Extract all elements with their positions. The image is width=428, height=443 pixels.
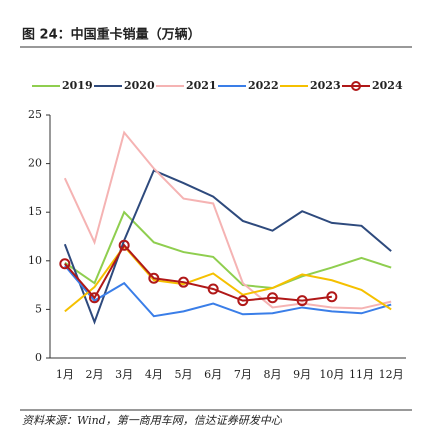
series-line (63, 169, 392, 325)
series-line (64, 244, 392, 313)
x-tick-label: 9月 (293, 368, 311, 381)
x-tick-label: 4月 (145, 368, 163, 381)
y-tick-label: 0 (35, 351, 42, 364)
legend-label: 2024 (372, 79, 403, 92)
y-tick-label: 10 (28, 254, 42, 267)
series-line (64, 243, 332, 302)
x-tick-label: 7月 (234, 368, 252, 381)
point (237, 295, 249, 307)
series-line (63, 130, 392, 310)
x-tick-label: 12月 (379, 368, 404, 381)
legend-label: 2022 (248, 79, 279, 92)
x-tick-label: 1月 (56, 368, 74, 381)
x-tick-label: 3月 (115, 368, 133, 381)
legend-label: 2020 (124, 79, 155, 92)
point (118, 239, 130, 251)
legend-label: 2021 (186, 79, 217, 92)
point (207, 283, 219, 295)
series-line (64, 210, 392, 290)
point (89, 292, 100, 304)
legend-label: 2019 (62, 79, 93, 92)
point (178, 276, 189, 288)
y-tick-label: 5 (35, 302, 42, 315)
x-tick-label: 6月 (204, 368, 222, 381)
source: 资料来源：Wind，第一商用车网，信达证券研发中心 (22, 414, 283, 427)
chart-title: 图 24：中国重卡销量（万辆） (22, 27, 201, 43)
x-tick-label: 10月 (319, 368, 344, 381)
x-tick-label: 11月 (349, 368, 374, 381)
y-tick-label: 20 (28, 157, 42, 170)
legend-marker (351, 81, 361, 91)
series-line (64, 265, 392, 318)
point (148, 272, 160, 284)
y-tick-label: 15 (28, 205, 42, 218)
x-tick-label: 2月 (86, 368, 104, 381)
point (326, 291, 338, 303)
point (59, 258, 71, 270)
x-tick-label: 8月 (264, 368, 282, 381)
legend-label: 2023 (310, 79, 341, 92)
point (267, 292, 278, 304)
x-tick-label: 5月 (175, 368, 193, 381)
y-tick-label: 25 (28, 108, 42, 121)
point (296, 295, 308, 307)
